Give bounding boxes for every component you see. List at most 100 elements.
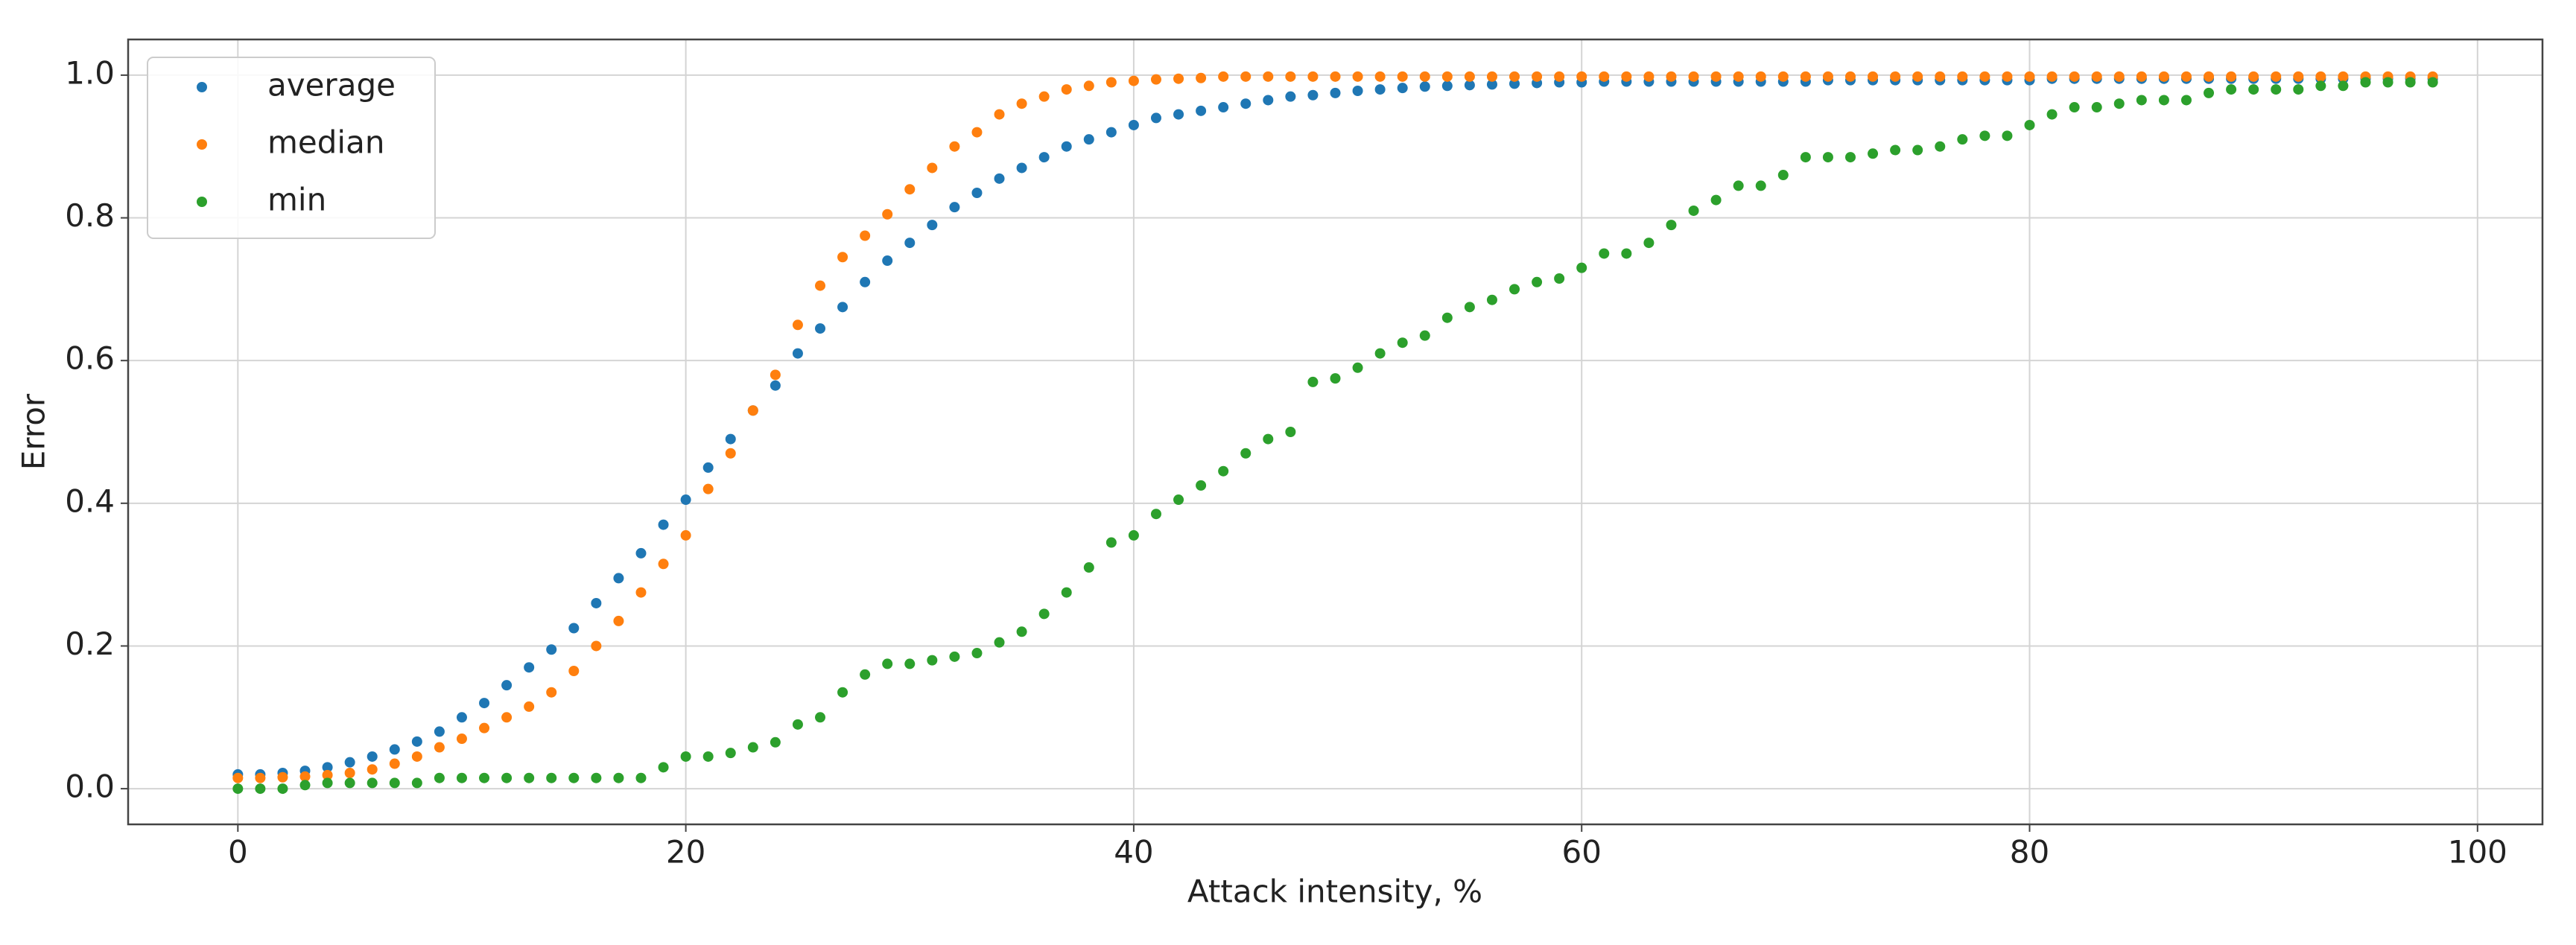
point [2248, 71, 2259, 82]
point [2024, 119, 2035, 130]
y-tick-label: 0.6 [65, 340, 115, 377]
point [1979, 71, 1990, 82]
point [949, 202, 960, 213]
point [2136, 95, 2147, 106]
point [1196, 105, 1207, 116]
point [613, 573, 624, 584]
point [2069, 71, 2080, 82]
point [860, 669, 871, 680]
point [1666, 71, 1677, 82]
point [904, 238, 916, 249]
point [658, 762, 669, 773]
point [792, 348, 803, 359]
point [770, 369, 781, 381]
point [2315, 71, 2326, 82]
point [949, 651, 960, 662]
point [1599, 248, 1610, 259]
point [1441, 80, 1453, 92]
point [2293, 71, 2304, 82]
point [2315, 80, 2326, 92]
point [725, 448, 736, 459]
point [389, 758, 400, 769]
point [702, 483, 714, 494]
point [994, 637, 1005, 648]
x-tick-label: 0 [228, 834, 248, 871]
point [1150, 74, 1161, 85]
legend-label: min [267, 182, 326, 218]
point [1464, 71, 1475, 82]
point [680, 494, 691, 506]
point [1800, 71, 1811, 82]
point [1621, 71, 1632, 82]
point [994, 173, 1005, 184]
point [1777, 71, 1789, 82]
point [1464, 80, 1475, 91]
y-tick-label: 0.8 [65, 197, 115, 234]
point [344, 777, 355, 789]
point [1016, 626, 1027, 637]
point [2226, 71, 2237, 82]
point [658, 559, 669, 570]
point [2158, 71, 2169, 82]
point [2293, 84, 2304, 95]
point [2069, 102, 2080, 113]
point [456, 712, 467, 723]
x-tick-label: 20 [666, 834, 705, 871]
point [1330, 87, 1341, 98]
point [1038, 91, 1050, 102]
point [1038, 608, 1050, 620]
point [971, 127, 983, 138]
point [1263, 95, 1274, 106]
point [1218, 102, 1229, 113]
point [255, 783, 266, 795]
legend-marker [197, 197, 207, 207]
point [1733, 71, 1744, 82]
point [501, 772, 513, 783]
point [1912, 71, 1923, 82]
point [1868, 71, 1879, 82]
point [2338, 80, 2349, 92]
point [1957, 134, 1968, 145]
point [1352, 362, 1363, 373]
point [2046, 71, 2058, 82]
plot-frame [127, 38, 2544, 826]
point [2360, 77, 2371, 88]
point [1285, 427, 1296, 437]
point [949, 141, 960, 152]
point [1285, 71, 1296, 82]
point [2158, 95, 2169, 106]
point [1263, 71, 1274, 82]
point [1128, 75, 1139, 86]
point [1890, 144, 1901, 156]
y-tick-label: 0.0 [65, 769, 115, 805]
point [1150, 509, 1161, 520]
point [2271, 84, 2282, 95]
point [1307, 376, 1319, 387]
point [322, 769, 333, 780]
legend-label: median [267, 124, 384, 161]
point [479, 772, 490, 783]
x-tick-label: 80 [2010, 834, 2049, 871]
point [1822, 152, 1833, 163]
points [232, 71, 2438, 795]
point [1935, 141, 1946, 152]
point [1844, 71, 1856, 82]
point [702, 462, 714, 473]
point [591, 597, 602, 608]
point [344, 768, 355, 779]
point [635, 772, 647, 783]
point [1576, 262, 1587, 273]
point [1240, 98, 1251, 109]
point [2024, 71, 2035, 82]
point [1196, 480, 1207, 491]
point [2002, 130, 2013, 141]
point [277, 771, 288, 783]
point [1599, 71, 1610, 82]
grid [128, 39, 2542, 824]
point [1688, 71, 1699, 82]
point [2204, 87, 2215, 98]
point [1173, 109, 1184, 120]
point [524, 772, 535, 783]
y-tick-label: 1.0 [65, 54, 115, 91]
